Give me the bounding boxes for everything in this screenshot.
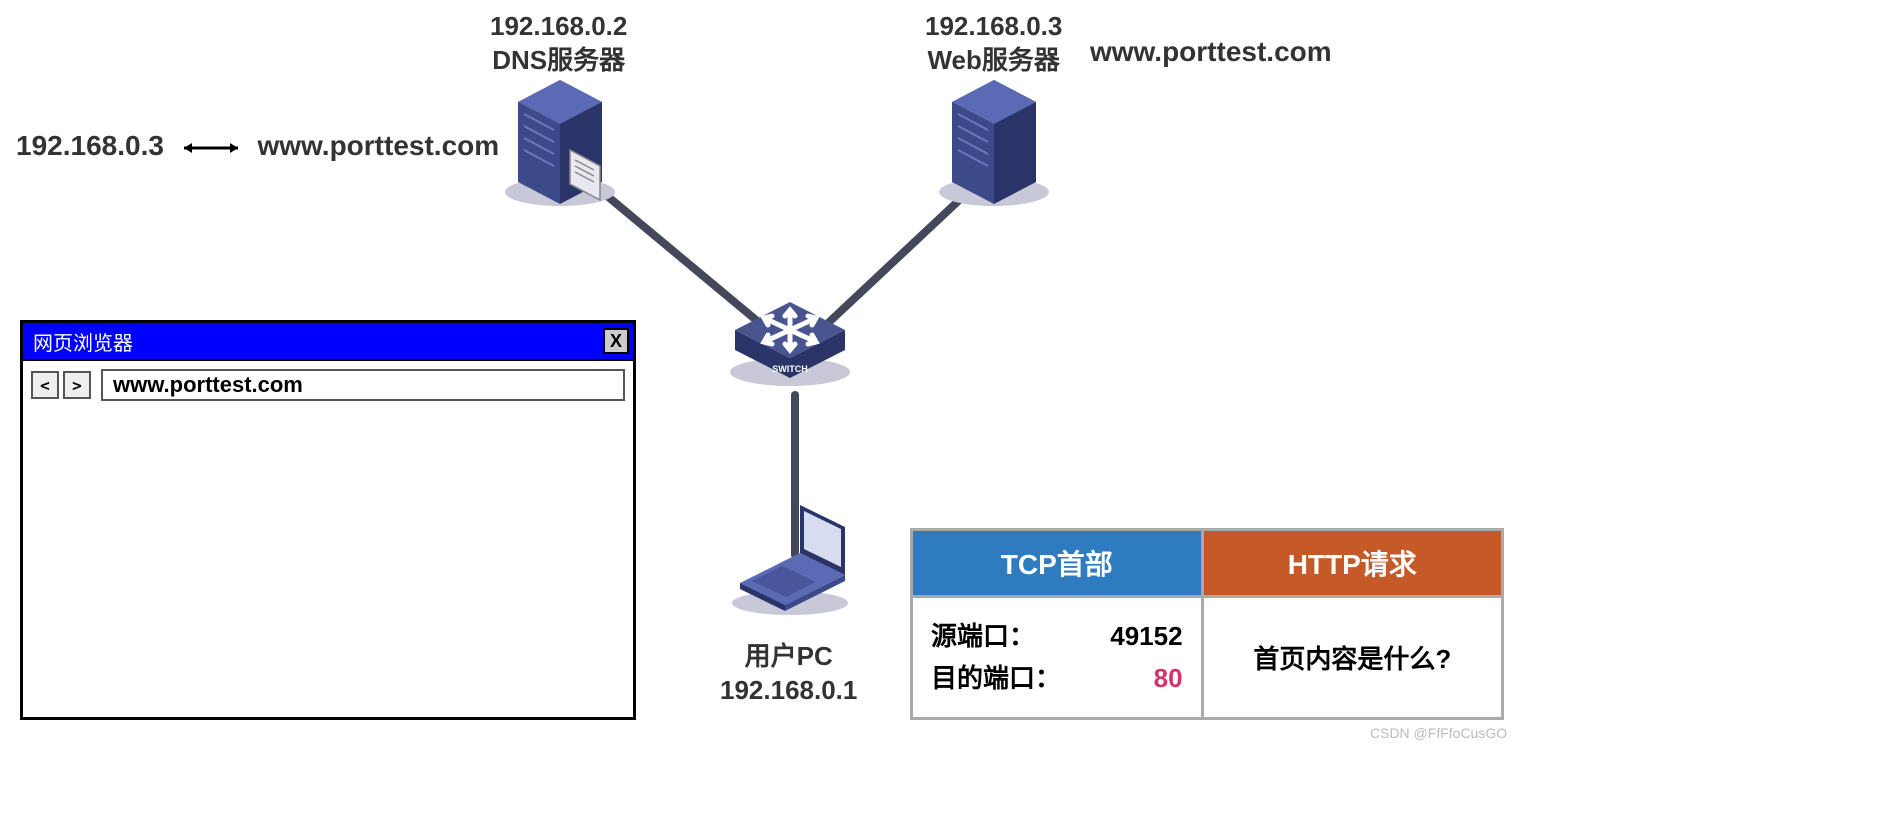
http-header: HTTP请求 — [1204, 531, 1501, 598]
tcp-column: TCP首部 源端口： 49152 目的端口： 80 — [913, 531, 1201, 717]
web-domain-label: www.porttest.com — [1090, 34, 1332, 70]
web-ip: 192.168.0.3 — [925, 11, 1062, 41]
browser-titlebar: 网页浏览器 X — [23, 323, 633, 361]
dst-port-value: 80 — [1154, 658, 1183, 700]
pc-label: 用户PC 192.168.0.1 — [720, 640, 857, 708]
src-port-label: 源端口： — [931, 616, 1035, 658]
dns-server-label: 192.168.0.2 DNS服务器 — [490, 10, 627, 78]
watermark: CSDN @FfFfoCusGO — [1370, 725, 1507, 741]
dst-port-row: 目的端口： 80 — [931, 658, 1183, 700]
mapping-ip: 192.168.0.3 — [16, 130, 164, 161]
close-button[interactable]: X — [603, 328, 629, 354]
bidirectional-arrow-icon — [176, 138, 246, 158]
web-name: Web服务器 — [927, 45, 1059, 75]
web-server-label: 192.168.0.3 Web服务器 — [925, 10, 1062, 78]
laptop-icon — [732, 505, 848, 615]
browser-toolbar: < > www.porttest.com — [23, 361, 633, 409]
dns-server-icon — [505, 80, 615, 206]
dst-port-label: 目的端口： — [931, 658, 1061, 700]
dns-mapping: 192.168.0.3 www.porttest.com — [16, 128, 499, 164]
tcp-body: 源端口： 49152 目的端口： 80 — [913, 598, 1201, 717]
url-bar[interactable]: www.porttest.com — [101, 369, 625, 401]
mapping-domain: www.porttest.com — [257, 130, 499, 161]
browser-title: 网页浏览器 — [33, 327, 133, 356]
pc-ip: 192.168.0.1 — [720, 675, 857, 705]
back-button[interactable]: < — [31, 371, 59, 399]
dns-name: DNS服务器 — [492, 45, 625, 75]
web-server-icon — [939, 80, 1049, 206]
switch-icon — [730, 302, 850, 386]
src-port-value: 49152 — [1110, 616, 1182, 658]
browser-window: 网页浏览器 X < > www.porttest.com — [20, 320, 636, 720]
tcp-header: TCP首部 — [913, 531, 1201, 598]
pc-name: 用户PC — [745, 641, 833, 671]
dns-ip: 192.168.0.2 — [490, 11, 627, 41]
http-column: HTTP请求 首页内容是什么? — [1204, 531, 1501, 717]
packet-table: TCP首部 源端口： 49152 目的端口： 80 HTTP请求 首页内容是什么… — [910, 528, 1504, 720]
http-body: 首页内容是什么? — [1204, 598, 1501, 717]
src-port-row: 源端口： 49152 — [931, 616, 1183, 658]
forward-button[interactable]: > — [63, 371, 91, 399]
